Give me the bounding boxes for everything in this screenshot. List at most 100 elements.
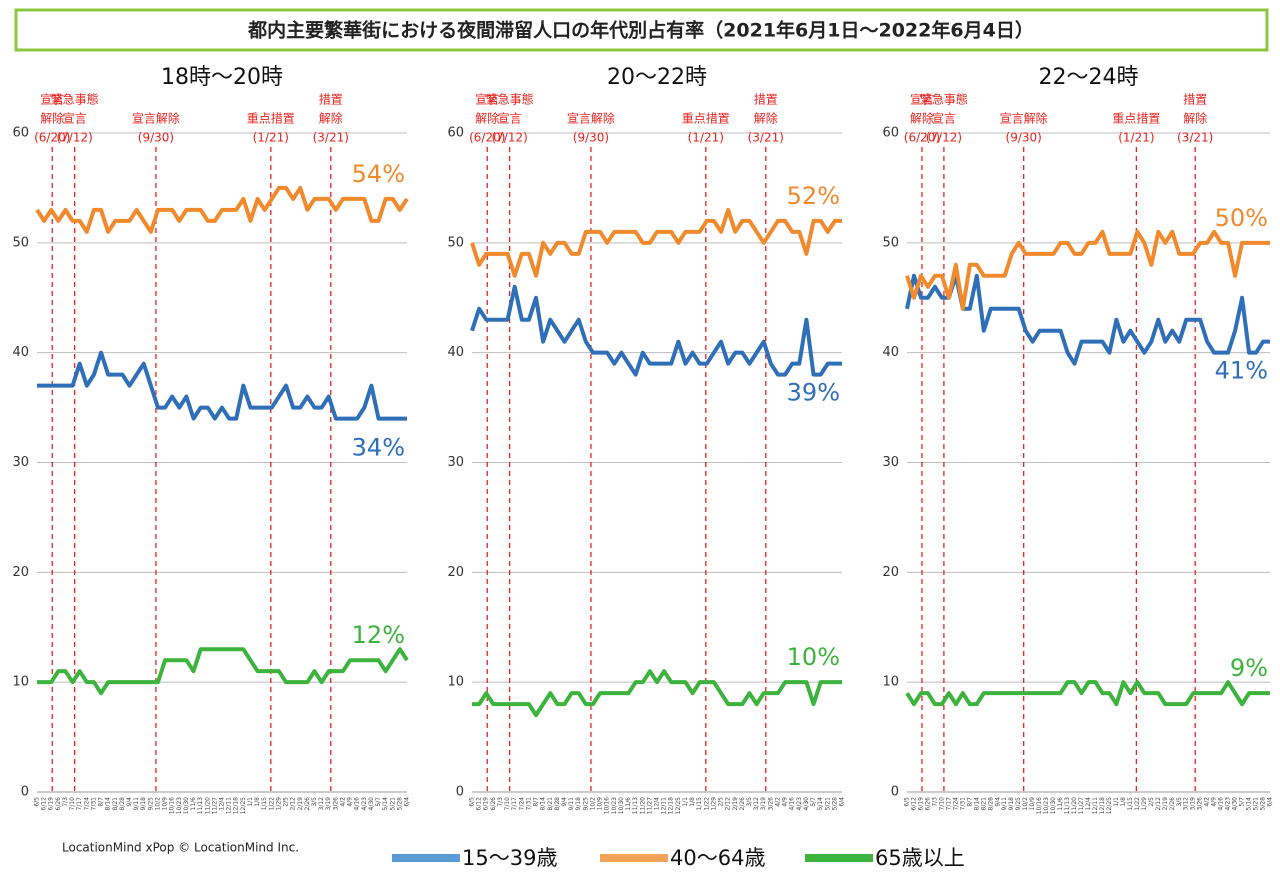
series-line	[472, 669, 842, 718]
x-tick-label: 2/26	[1169, 797, 1176, 811]
x-tick-label: 3/26	[1197, 797, 1204, 811]
y-tick-label: 30	[882, 455, 899, 470]
event-date: (7/12)	[56, 131, 92, 145]
x-tick-label: 4/9	[1211, 797, 1218, 807]
event-label: 重点措置	[1112, 112, 1160, 126]
x-tick-label: 5/7	[810, 797, 817, 807]
x-tick-label: 4/9	[347, 797, 354, 807]
x-tick-label: 1/29	[1141, 797, 1148, 811]
x-tick-label: 5/28	[396, 797, 403, 811]
event-label: 解除	[475, 111, 499, 126]
y-tick-label: 20	[12, 565, 29, 580]
x-tick-label: 12/25	[675, 797, 682, 814]
x-tick-label: 5/14	[1246, 797, 1253, 811]
x-tick-label: 3/12	[318, 797, 325, 811]
panel-title: 18時～20時	[161, 65, 283, 90]
event-label: 解除	[910, 111, 934, 126]
y-tick-label: 60	[882, 126, 899, 141]
x-tick-label: 10/16	[1036, 797, 1043, 814]
event-label: 緊急事態	[920, 92, 968, 107]
x-tick-label: 2/19	[732, 797, 739, 811]
x-tick-label: 3/26	[767, 797, 774, 811]
x-tick-label: 7/31	[90, 797, 97, 811]
x-tick-label: 6/4	[839, 797, 846, 807]
event-label: 宣言	[932, 111, 956, 126]
x-tick-label: 4/2	[1204, 797, 1211, 807]
x-tick-label: 6/26	[924, 797, 931, 811]
x-tick-label: 8/21	[980, 797, 987, 811]
y-tick-label: 40	[12, 345, 29, 360]
x-tick-label: 4/16	[1218, 797, 1225, 811]
series-line	[37, 647, 409, 696]
x-tick-label: 7/31	[959, 797, 966, 811]
y-tick-label: 20	[447, 565, 464, 580]
end-label: 41%	[1215, 357, 1268, 385]
x-tick-label: 11/20	[204, 797, 211, 814]
event-label: 措置	[754, 93, 778, 107]
x-tick-label: 7/31	[525, 797, 532, 811]
event-label: 宣言	[475, 92, 499, 107]
x-tick-label: 11/13	[197, 797, 204, 814]
x-tick-label: 2/19	[1162, 797, 1169, 811]
x-tick-label: 6/5	[904, 797, 911, 807]
event-label: 解除	[319, 111, 343, 126]
x-tick-label: 7/3	[931, 797, 938, 807]
end-label: 50%	[1215, 204, 1268, 232]
x-tick-label: 1/15	[1127, 797, 1134, 811]
x-tick-label: 6/19	[48, 797, 55, 811]
event-label: 緊急事態	[486, 92, 534, 107]
x-tick-label: 9/18	[1008, 797, 1015, 811]
event-label: 重点措置	[682, 112, 730, 126]
x-tick-label: 5/7	[375, 797, 382, 807]
x-tick-label: 3/12	[753, 797, 760, 811]
x-tick-label: 1/1	[1113, 797, 1120, 807]
end-label: 34%	[352, 434, 405, 462]
x-tick-label: 6/19	[483, 797, 490, 811]
x-tick-label: 1/8	[689, 797, 696, 807]
x-tick-label: 4/30	[1232, 797, 1239, 811]
event-label: 宣言解除	[1000, 111, 1048, 126]
x-tick-label: 5/28	[831, 797, 838, 811]
x-tick-label: 1/8	[254, 797, 261, 807]
x-tick-label: 5/7	[1239, 797, 1246, 807]
x-tick-label: 10/23	[176, 797, 183, 814]
x-tick-label: 5/21	[389, 797, 396, 811]
x-tick-label: 9/18	[575, 797, 582, 811]
series-line	[905, 680, 1270, 707]
x-tick-label: 6/12	[476, 797, 483, 811]
x-tick-label: 3/5	[1176, 797, 1183, 807]
x-tick-label: 2/19	[297, 797, 304, 811]
y-tick-label: 0	[456, 785, 464, 800]
x-tick-label: 2/12	[290, 797, 297, 811]
x-tick-label: 9/11	[1001, 797, 1008, 811]
x-tick-label: 1/15	[261, 797, 268, 811]
y-tick-label: 40	[882, 345, 899, 360]
y-tick-label: 50	[882, 235, 899, 250]
series-line	[470, 207, 842, 278]
event-date: (9/30)	[1006, 131, 1042, 145]
series-line	[470, 284, 842, 377]
x-tick-label: 8/21	[547, 797, 554, 811]
x-tick-label: 7/24	[952, 797, 959, 811]
event-date: (6/20)	[34, 131, 70, 145]
x-tick-label: 8/28	[987, 797, 994, 811]
x-tick-label: 8/28	[554, 797, 561, 811]
x-tick-label: 1/22	[1134, 797, 1141, 811]
end-label: 12%	[352, 621, 405, 649]
x-tick-label: 4/23	[361, 797, 368, 811]
x-tick-label: 8/7	[533, 797, 540, 807]
x-tick-label: 10/30	[183, 797, 190, 814]
x-tick-label: 11/20	[639, 797, 646, 814]
x-tick-label: 7/10	[504, 797, 511, 811]
x-tick-label: 4/23	[796, 797, 803, 811]
event-label: 解除	[1183, 111, 1207, 126]
x-tick-label: 12/4	[219, 797, 226, 811]
x-tick-label: 6/26	[55, 797, 62, 811]
x-tick-label: 6/5	[469, 797, 476, 807]
x-tick-label: 4/23	[1225, 797, 1232, 811]
x-tick-label: 9/25	[1015, 797, 1022, 811]
x-tick-label: 7/24	[83, 797, 90, 811]
x-tick-label: 6/5	[34, 797, 41, 807]
x-tick-label: 12/11	[661, 797, 668, 814]
x-tick-label: 1/8	[1120, 797, 1127, 807]
